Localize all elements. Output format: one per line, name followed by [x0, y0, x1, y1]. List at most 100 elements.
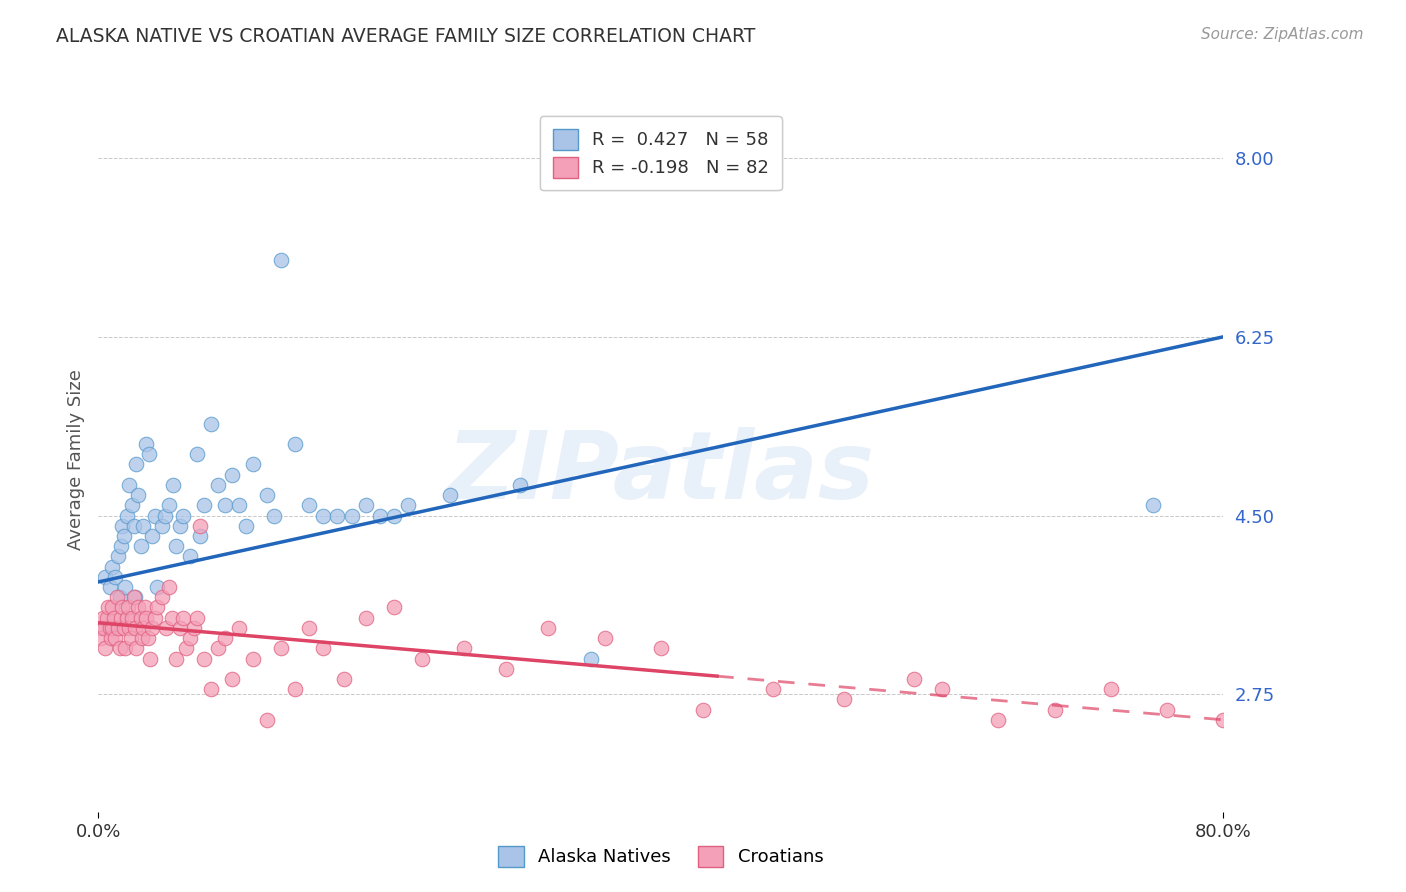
Point — [129, 539, 152, 553]
Point — [98, 580, 121, 594]
Point — [579, 651, 602, 665]
Point — [256, 488, 278, 502]
Point — [143, 508, 166, 523]
Point — [108, 591, 131, 605]
Point — [165, 651, 187, 665]
Point — [200, 682, 222, 697]
Point — [94, 570, 117, 584]
Point — [354, 499, 377, 513]
Point — [509, 478, 531, 492]
Point — [193, 651, 215, 665]
Point — [110, 610, 132, 624]
Point — [120, 631, 142, 645]
Point — [242, 651, 264, 665]
Point — [263, 508, 285, 523]
Point — [186, 610, 208, 624]
Point — [101, 600, 124, 615]
Point — [298, 499, 321, 513]
Point — [312, 641, 335, 656]
Point — [235, 518, 257, 533]
Point — [124, 621, 146, 635]
Point — [312, 508, 335, 523]
Point — [1043, 703, 1066, 717]
Point — [172, 610, 194, 624]
Point — [121, 610, 143, 624]
Point — [117, 600, 139, 615]
Point — [172, 508, 194, 523]
Point — [155, 621, 177, 635]
Point — [650, 641, 672, 656]
Point — [121, 499, 143, 513]
Point — [162, 478, 184, 492]
Point — [340, 508, 363, 523]
Point — [93, 621, 115, 635]
Point — [284, 682, 307, 697]
Point — [186, 447, 208, 461]
Point — [1156, 703, 1178, 717]
Point — [135, 610, 157, 624]
Point — [188, 518, 211, 533]
Point — [141, 529, 163, 543]
Point — [270, 641, 292, 656]
Point — [165, 539, 187, 553]
Point — [107, 621, 129, 635]
Legend: R =  0.427   N = 58, R = -0.198   N = 82: R = 0.427 N = 58, R = -0.198 N = 82 — [540, 116, 782, 190]
Point — [495, 662, 517, 676]
Point — [90, 631, 112, 645]
Point — [207, 478, 229, 492]
Point — [146, 580, 169, 594]
Y-axis label: Average Family Size: Average Family Size — [66, 369, 84, 549]
Point — [284, 437, 307, 451]
Point — [114, 641, 136, 656]
Point — [105, 591, 128, 605]
Point — [179, 631, 201, 645]
Point — [157, 499, 180, 513]
Point — [1099, 682, 1122, 697]
Point — [193, 499, 215, 513]
Point — [124, 591, 146, 605]
Point — [111, 600, 134, 615]
Point — [125, 458, 148, 472]
Point — [382, 600, 405, 615]
Point — [1212, 713, 1234, 727]
Point — [762, 682, 785, 697]
Point — [104, 631, 127, 645]
Point — [174, 641, 197, 656]
Point — [139, 651, 162, 665]
Point — [692, 703, 714, 717]
Point — [112, 529, 135, 543]
Point — [256, 713, 278, 727]
Point — [214, 499, 236, 513]
Point — [89, 621, 111, 635]
Point — [146, 600, 169, 615]
Point — [214, 631, 236, 645]
Point — [125, 641, 148, 656]
Point — [200, 417, 222, 431]
Point — [150, 518, 173, 533]
Point — [131, 631, 153, 645]
Point — [122, 591, 145, 605]
Point — [112, 621, 135, 635]
Point — [221, 467, 243, 482]
Legend: Alaska Natives, Croatians: Alaska Natives, Croatians — [491, 838, 831, 874]
Point — [453, 641, 475, 656]
Point — [108, 641, 131, 656]
Text: ALASKA NATIVE VS CROATIAN AVERAGE FAMILY SIZE CORRELATION CHART: ALASKA NATIVE VS CROATIAN AVERAGE FAMILY… — [56, 27, 755, 45]
Point — [368, 508, 391, 523]
Point — [94, 641, 117, 656]
Point — [127, 600, 149, 615]
Point — [118, 621, 141, 635]
Point — [169, 621, 191, 635]
Point — [115, 508, 138, 523]
Point — [132, 518, 155, 533]
Point — [101, 559, 124, 574]
Point — [169, 518, 191, 533]
Point — [396, 499, 419, 513]
Point — [118, 478, 141, 492]
Point — [298, 621, 321, 635]
Point — [179, 549, 201, 564]
Point — [160, 610, 183, 624]
Point — [537, 621, 560, 635]
Point — [104, 570, 127, 584]
Point — [333, 672, 356, 686]
